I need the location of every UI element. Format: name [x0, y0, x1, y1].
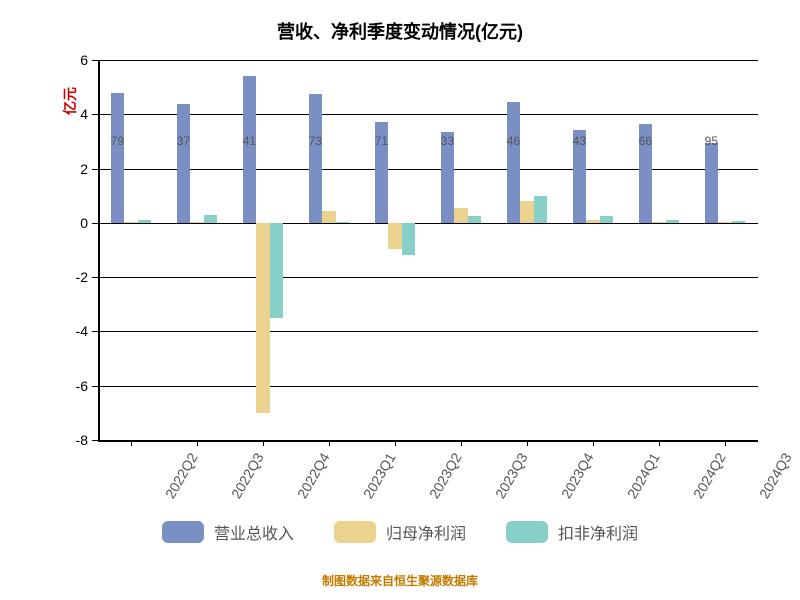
chart-title: 营收、净利季度变动情况(亿元): [0, 0, 800, 44]
grid-line: [98, 386, 758, 387]
x-tick-label: 2023Q3: [492, 450, 531, 501]
bar: [204, 215, 218, 223]
legend-label: 营业总收入: [214, 520, 294, 544]
bar: [520, 201, 534, 223]
bar: [256, 223, 270, 413]
grid-line: [98, 169, 758, 170]
y-tick-label: -8: [48, 432, 88, 448]
legend-label: 扣非净利润: [558, 520, 638, 544]
y-tick-label: 0: [48, 215, 88, 231]
grid-line: [98, 60, 758, 61]
x-tick-label: 2023Q2: [426, 450, 465, 501]
x-tick-label: 2023Q4: [558, 450, 597, 501]
x-tick-label: 2024Q3: [756, 450, 795, 501]
bar: [718, 222, 732, 223]
y-tick-label: -6: [48, 378, 88, 394]
bar-value-label: 43: [573, 134, 586, 148]
legend-item: 扣非净利润: [506, 520, 638, 544]
bar: [705, 143, 719, 223]
grid-line: [98, 331, 758, 332]
legend-label: 归母净利润: [386, 520, 466, 544]
grid-line: [98, 277, 758, 278]
legend-swatch: [506, 521, 548, 543]
y-tick-label: 4: [48, 106, 88, 122]
bar: [454, 208, 468, 223]
y-tick-label: 6: [48, 52, 88, 68]
bar: [600, 216, 614, 223]
bar-value-label: 46: [507, 134, 520, 148]
bar: [468, 216, 482, 223]
bar-value-label: 37: [177, 134, 190, 148]
legend-swatch: [162, 521, 204, 543]
legend-item: 归母净利润: [334, 520, 466, 544]
bar: [652, 222, 666, 223]
x-tick-label: 2024Q2: [690, 450, 729, 501]
bar-value-label: 73: [309, 134, 322, 148]
x-tick-label: 2022Q4: [294, 450, 333, 501]
footer-note: 制图数据来自恒生聚源数据库: [0, 572, 800, 589]
bar: [586, 220, 600, 223]
x-tick-label: 2022Q2: [162, 450, 201, 501]
bar: [124, 222, 138, 223]
grid-line: [98, 114, 758, 115]
bar: [322, 211, 336, 223]
bar-value-label: 41: [243, 134, 256, 148]
bar: [507, 102, 521, 223]
x-tick-label: 2022Q3: [228, 450, 267, 501]
bar-value-label: 79: [111, 134, 124, 148]
bar: [336, 222, 350, 223]
grid-line: [98, 223, 758, 224]
bar-value-label: 66: [639, 134, 652, 148]
x-axis: [98, 440, 758, 442]
y-tick-label: 2: [48, 161, 88, 177]
y-tick-label: -4: [48, 323, 88, 339]
bar: [177, 104, 191, 223]
bar: [190, 222, 204, 223]
bar-value-label: 71: [375, 134, 388, 148]
bar: [111, 93, 125, 223]
bar: [243, 76, 257, 223]
bar: [270, 223, 284, 318]
chart-container: 营收、净利季度变动情况(亿元) 亿元 -8-6-4-202462022Q2792…: [0, 0, 800, 600]
bar: [732, 221, 746, 223]
bar: [534, 196, 548, 223]
bar: [388, 223, 402, 249]
y-axis: [98, 60, 100, 440]
legend: 营业总收入 归母净利润 扣非净利润: [0, 520, 800, 544]
plot-area: -8-6-4-202462022Q2792022Q3372022Q4412023…: [98, 60, 758, 440]
bar-value-label: 33: [441, 134, 454, 148]
y-tick-label: -2: [48, 269, 88, 285]
legend-item: 营业总收入: [162, 520, 294, 544]
bar: [138, 220, 152, 223]
x-tick-label: 2023Q1: [360, 450, 399, 501]
legend-swatch: [334, 521, 376, 543]
bar-value-label: 95: [705, 134, 718, 148]
x-tick-label: 2024Q1: [624, 450, 663, 501]
bar: [309, 94, 323, 222]
bar: [666, 220, 680, 223]
bar: [402, 223, 416, 256]
